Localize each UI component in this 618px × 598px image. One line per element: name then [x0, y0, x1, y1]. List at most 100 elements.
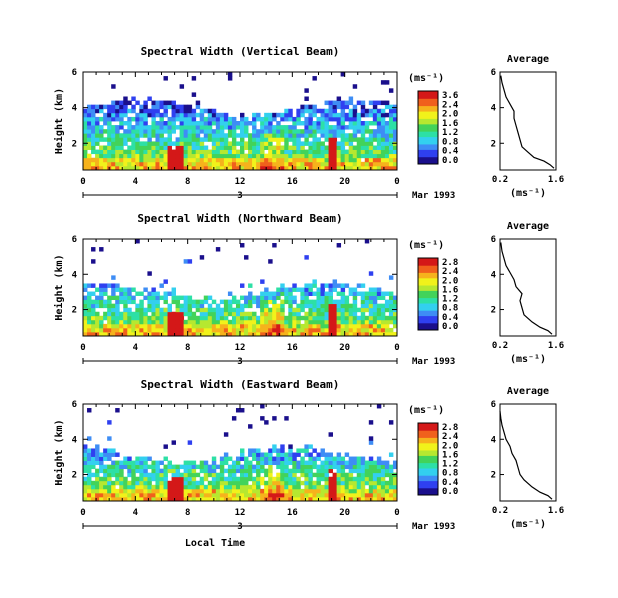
heatmap-cell: [227, 133, 233, 138]
colorbar-unit: (ms⁻¹): [408, 73, 444, 84]
heatmap-cell: [380, 323, 386, 329]
heatmap-cell: [348, 323, 354, 329]
heatmap-cell: [83, 287, 88, 292]
heatmap-cell: [227, 456, 233, 461]
x-tick-label: 8: [185, 508, 190, 518]
heatmap-cell: [280, 291, 285, 296]
heatmap-cell: [248, 452, 253, 457]
heatmap-cell: [95, 472, 100, 478]
heatmap-cell: [131, 323, 136, 329]
heatmap-cell: [352, 488, 358, 494]
heatmap-cell: [324, 468, 329, 474]
heatmap-cell: [300, 145, 305, 150]
heatmap-cell: [344, 104, 350, 110]
heatmap-cell: [308, 323, 313, 329]
heatmap-cell: [304, 104, 309, 110]
heatmap-cell: [127, 108, 132, 114]
heatmap-cell: [179, 145, 185, 150]
heatmap-cell: [340, 327, 346, 333]
heatmap-cell: [324, 307, 329, 313]
heatmap-cell: [207, 303, 213, 309]
heatmap-cell: [159, 145, 164, 150]
heatmap-cell: [187, 161, 193, 167]
heatmap-cell: [195, 104, 201, 110]
heatmap-cell: [199, 125, 205, 130]
heatmap-cell: [360, 129, 366, 134]
heatmap-cell: [324, 452, 329, 457]
heatmap-cell: [352, 153, 358, 159]
heatmap-cell: [256, 145, 261, 150]
heatmap-cell: [171, 299, 176, 305]
heatmap-cell: [191, 116, 197, 122]
heatmap-cell: [384, 307, 390, 313]
heatmap-cell: [392, 116, 398, 122]
heatmap-cell: [264, 319, 269, 325]
heatmap-cell: [147, 125, 152, 130]
heatmap-cell: [352, 125, 358, 130]
heatmap-cell: [199, 153, 205, 159]
heatmap-cell: [352, 299, 358, 305]
heatmap-cell: [356, 315, 362, 321]
heatmap-cell: [159, 460, 164, 466]
heatmap-cell: [288, 307, 293, 313]
heatmap-cell: [219, 496, 225, 502]
heatmap-cell: [163, 145, 168, 150]
heatmap-cell: [103, 121, 108, 126]
heatmap-cell: [348, 311, 354, 317]
heatmap-cell: [304, 141, 309, 146]
heatmap-cell: [304, 133, 309, 138]
heatmap-cell: [183, 476, 189, 482]
heatmap-cell: [167, 121, 172, 126]
heatmap-cell: [119, 287, 124, 292]
heatmap-cell: [191, 129, 197, 134]
heatmap-cell: [95, 460, 100, 466]
heatmap-cell: [195, 315, 201, 321]
heatmap-cell: [99, 145, 104, 150]
heatmap-cell: [183, 153, 189, 159]
heatmap-cell: [183, 460, 189, 466]
heatmap-cell: [131, 468, 136, 474]
heatmap-cell: [272, 133, 277, 138]
colorbar-segment: [418, 430, 438, 433]
heatmap-cell: [119, 468, 124, 474]
heatmap-cell: [388, 275, 394, 280]
heatmap-cell: [199, 112, 205, 118]
heatmap-cell: [207, 323, 213, 329]
heatmap-cell: [219, 307, 225, 313]
heatmap-cell: [151, 472, 156, 478]
colorbar-tick-label: 0.0: [442, 487, 458, 497]
heatmap-cell: [276, 448, 281, 453]
heatmap-cell: [252, 488, 257, 494]
heatmap-cell: [320, 153, 325, 159]
heatmap-cell: [191, 315, 197, 321]
heatmap-cell: [244, 153, 249, 159]
heatmap-cell: [304, 291, 309, 296]
heatmap-cell: [308, 133, 313, 138]
heatmap-cell: [304, 161, 309, 167]
heatmap-cell: [284, 472, 289, 478]
heatmap-cell: [135, 165, 140, 171]
heatmap-cell: [195, 307, 201, 313]
colorbar-segment: [418, 457, 438, 460]
heatmap-cell: [332, 165, 338, 171]
heatmap-cell: [312, 149, 317, 155]
heatmap-cell: [203, 125, 209, 130]
colorbar-segment: [418, 432, 438, 435]
heatmap-cell: [332, 161, 338, 167]
heatmap-cell: [364, 112, 370, 118]
heatmap-cell: [179, 125, 185, 130]
heatmap-cell: [304, 255, 309, 260]
heatmap-cell: [135, 456, 140, 461]
heatmap-cell: [364, 295, 370, 301]
heatmap-cell: [296, 323, 301, 329]
heatmap-cell: [151, 291, 156, 296]
heatmap-cell: [380, 331, 386, 337]
heatmap-cell: [264, 315, 269, 321]
heatmap-cell: [384, 125, 390, 130]
heatmap-cell: [356, 291, 362, 296]
heatmap-cell: [256, 456, 261, 461]
heatmap-cell: [244, 456, 249, 461]
heatmap-cell: [316, 319, 321, 325]
heatmap-cell: [368, 157, 374, 163]
heatmap-cell: [328, 496, 333, 502]
